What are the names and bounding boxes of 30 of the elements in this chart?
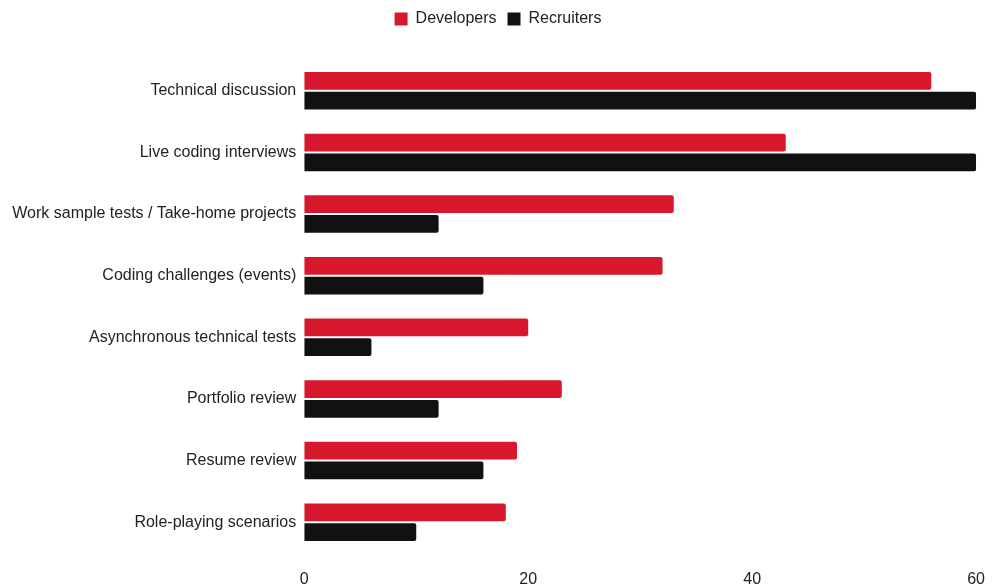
bar	[304, 523, 417, 541]
bar	[304, 276, 484, 295]
bar	[304, 318, 529, 337]
x-tick-label: 40	[743, 570, 762, 587]
y-tick-label: Portfolio review	[186, 389, 297, 407]
bar	[304, 195, 674, 214]
bar	[304, 153, 977, 172]
y-tick-label: Technical discussion	[150, 81, 297, 99]
bar	[304, 133, 786, 152]
x-tick-label: 0	[299, 570, 309, 587]
bar	[304, 503, 506, 522]
bar	[304, 72, 932, 90]
bar	[304, 399, 439, 418]
bar	[304, 338, 372, 357]
x-tick-label: 60	[967, 570, 986, 587]
legend-label: Developers	[415, 9, 497, 27]
y-tick-label: Asynchronous technical tests	[89, 327, 297, 345]
y-tick-label: Work sample tests / Take-home projects	[12, 204, 297, 222]
bar	[304, 380, 562, 398]
y-tick-label: Live coding interviews	[139, 142, 297, 160]
bar	[304, 215, 439, 233]
legend-label: Recruiters	[528, 9, 602, 27]
y-tick-label: Role-playing scenarios	[134, 512, 297, 530]
bar	[304, 461, 484, 480]
y-tick-label: Resume review	[185, 450, 297, 468]
x-tick-label: 20	[519, 570, 538, 587]
y-tick-label: Coding challenges (events)	[102, 266, 297, 284]
bar	[304, 256, 663, 275]
bar	[304, 441, 517, 460]
bar	[304, 91, 977, 110]
